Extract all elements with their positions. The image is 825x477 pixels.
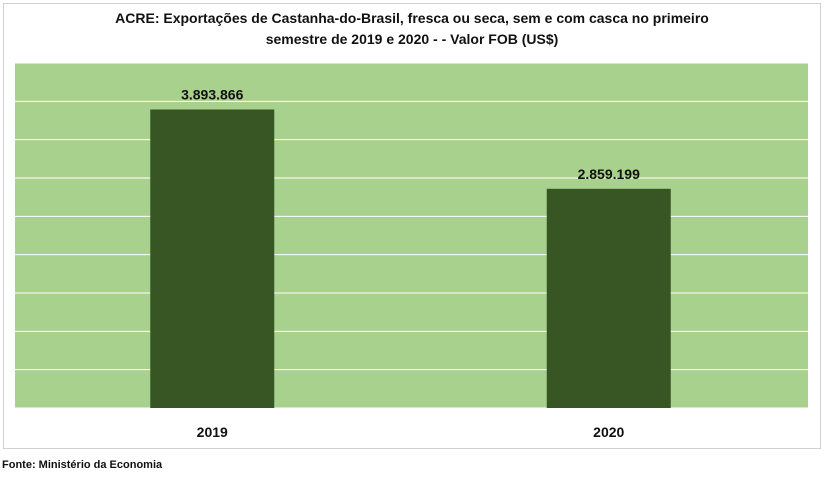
chart-title: ACRE: Exportações de Castanha-do-Brasil,… [115,10,709,47]
data-label: 3.893.866 [181,86,243,102]
bar [546,188,671,408]
plot-area [15,63,808,408]
bar [150,109,275,408]
data-label: 2.859.199 [578,166,640,182]
source-note: Fonte: Ministério da Economia [2,459,163,471]
x-tick-label: 2020 [593,424,624,440]
x-tick-label: 2019 [197,424,228,440]
chart-border [3,3,821,449]
